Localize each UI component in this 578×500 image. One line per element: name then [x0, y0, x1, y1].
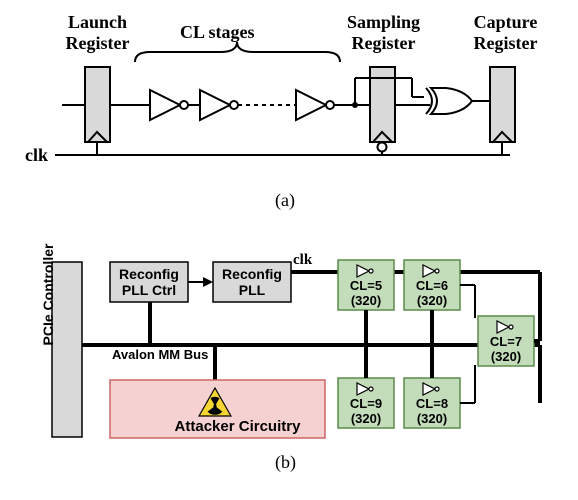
text-avalon: Avalon MM Bus: [112, 348, 208, 363]
label-sampling: SamplingRegister: [336, 12, 431, 53]
label-capture: CaptureRegister: [463, 12, 548, 53]
text-pcie: PCIe Controller: [40, 207, 56, 382]
text-cl5: CL=5(320): [338, 279, 394, 309]
text-attacker: Attacker Circuitry: [150, 418, 325, 435]
text-pll: ReconfigPLL: [213, 266, 291, 298]
xor-gate: [426, 88, 472, 114]
inverter-3: [296, 90, 334, 120]
label-sub-a: (a): [275, 190, 295, 211]
text-cl9: CL=9(320): [338, 397, 394, 427]
label-clk: clk: [25, 145, 48, 166]
pcie-controller: [52, 262, 82, 437]
avalon-bus: [82, 302, 540, 380]
label-sub-b: (b): [275, 452, 296, 473]
inverter-2: [200, 90, 238, 120]
capture-register: [490, 67, 515, 155]
label-launch: LaunchRegister: [55, 12, 140, 53]
text-cl6: CL=6(320): [404, 279, 460, 309]
launch-register: [85, 67, 110, 155]
cl-brace: [135, 42, 340, 62]
text-cl7: CL=7(320): [478, 335, 534, 365]
text-ctrl: ReconfigPLL Ctrl: [110, 266, 188, 298]
inverter-1: [150, 90, 188, 120]
label-clstages: CL stages: [180, 22, 255, 43]
label-clk2: clk: [293, 252, 312, 269]
text-cl8: CL=8(320): [404, 397, 460, 427]
arrow-ctrl-pll: [188, 277, 213, 287]
sampling-register: [370, 67, 395, 155]
